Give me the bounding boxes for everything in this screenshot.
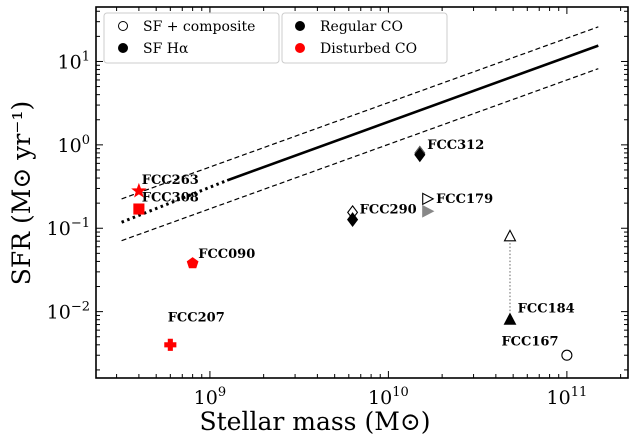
marker-fcc184 [503,312,517,325]
marker-fcc167 [561,349,573,361]
marker-fcc184 [503,229,517,242]
label-fcc290: FCC290 [360,203,417,218]
axes: 109 1010 1011 10−2 10−1 100 101 [47,6,629,409]
legend-marker [118,21,128,31]
galaxy-labels: FCC263 FCC308 FCC090 FCC207 FCC290 FCC312 FCC1… [142,138,575,350]
legend-label: SF Hα [143,41,189,57]
legend: SF + composite SF Hα Regular CO Disturbed C… [103,12,448,64]
legend-marker [295,21,305,31]
main-sequence-line [226,44,599,182]
label-fcc263: FCC263 [142,173,199,188]
marker-fcc090 [186,257,199,269]
label-fcc090: FCC090 [198,247,255,262]
marker-fcc290 [347,212,359,228]
y-tick-label: 100 [58,133,90,157]
label-fcc184: FCC184 [518,301,575,316]
x-tick-label: 1010 [368,385,409,409]
x-axis-title: Stellar mass (M⊙) [199,407,430,436]
label-fcc312: FCC312 [427,138,484,153]
label-fcc179: FCC179 [436,192,493,207]
y-tick-label: 10−1 [47,216,90,240]
legend-label: Regular CO [320,19,403,35]
legend-label: Disturbed CO [320,41,417,57]
marker-fcc179 [422,204,435,218]
legend-box-right [281,12,448,64]
marker-fcc179 [422,192,435,206]
main-sequence-lines [121,26,599,242]
label-fcc167: FCC167 [501,335,558,350]
label-fcc308: FCC308 [142,190,199,205]
marker-fcc308 [133,203,145,215]
upper-scatter-dashed-line [121,26,599,200]
legend-marker [118,43,128,53]
marker-fcc207 [164,338,177,351]
plot-frame [95,6,629,379]
y-axis-title: SFR (M⊙ yr⁻¹) [7,101,36,286]
legend-label: SF + composite [143,19,255,35]
galaxy-markers [131,145,573,361]
marker-fcc312 [414,147,426,163]
legend-marker [295,43,305,53]
x-tick-label: 109 [194,385,226,409]
marker-fcc263 [131,182,147,198]
lower-scatter-dashed-line [121,68,599,242]
y-tick-label: 101 [58,49,90,73]
y-tick-label: 10−2 [47,300,90,324]
label-fcc207: FCC207 [168,311,225,326]
main-sequence-extrapolation-line [121,178,228,224]
x-tick-label: 1011 [547,385,588,409]
legend-box-left [103,12,280,64]
